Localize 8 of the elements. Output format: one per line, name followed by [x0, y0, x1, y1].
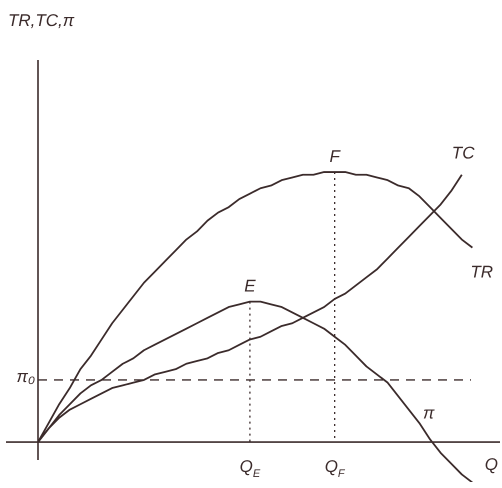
ref-line-label: π₀ — [16, 366, 36, 386]
x-axis-title: Q — [484, 455, 498, 474]
series-label: TR — [470, 262, 494, 282]
annotation: F — [329, 147, 342, 166]
series-label: π — [423, 404, 436, 423]
annotation: E — [244, 276, 256, 296]
text: TR,TC,π — [8, 11, 75, 30]
series-label: TC — [452, 144, 476, 163]
